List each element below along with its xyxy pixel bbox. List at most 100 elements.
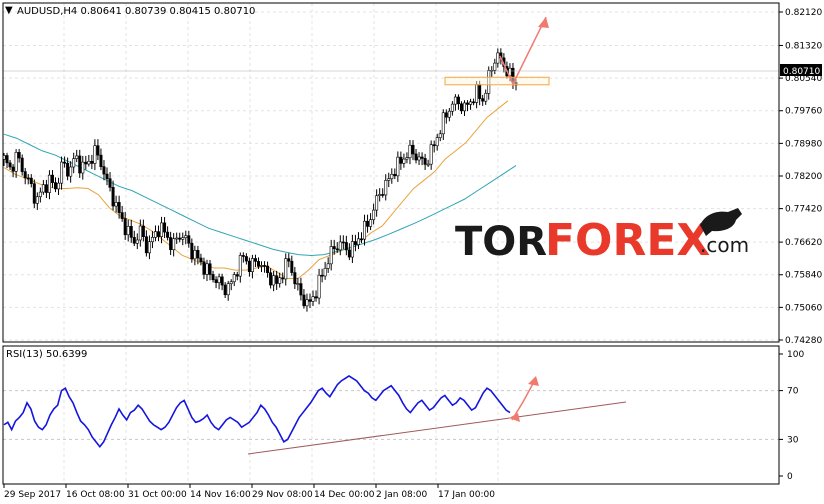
candle-body [135,239,139,244]
candle-body [347,249,351,258]
candle-body [220,276,224,286]
watermark-forex: FOREX [545,215,710,266]
candle-body [429,144,433,165]
candle-body [8,162,12,168]
candle-body [450,103,454,112]
candle-body [390,173,394,180]
candle-body [17,152,21,159]
candle-body [129,226,133,238]
candle-body [87,160,91,165]
candle-body [54,182,58,190]
candle-body [235,274,239,277]
time-tick-label: 2 Jan 08:00 [376,490,428,500]
candle-body [269,272,273,286]
candle-body [353,241,357,245]
candle-body [369,219,373,227]
candle-body [456,96,460,105]
candle-body [199,257,203,263]
candle-body [153,231,157,238]
rsi-axis: 100 70 30 0 [779,350,804,482]
candle-body [57,182,61,190]
candle-body [144,236,148,254]
candle-body [35,196,39,204]
price-tick-label: 0.75840 [785,271,822,281]
price-tick-label: 0.82120 [785,8,822,18]
candle-body [205,263,209,275]
rsi-header: RSI(13) 50.6399 [6,349,87,360]
candle-body [147,241,151,254]
rsi-tick-label: 100 [787,350,804,360]
candle-body [444,112,448,118]
moving-average-fast [3,100,509,279]
candle-body [293,272,297,285]
candle-body [44,184,48,193]
price-axis: 0.82120 0.81320 0.80540 0.79760 0.78980 0.782… [779,8,822,346]
candle-body [478,84,482,99]
candle-body [160,222,164,237]
candle-body [356,238,360,245]
candle-body [338,241,342,251]
candle-body [405,157,409,160]
candle-body [181,237,185,240]
candle-body [344,242,348,251]
candle-body [475,84,479,103]
watermark-tor: TOR [455,219,547,265]
candle-body [387,178,391,181]
dropdown-arrow-icon[interactable]: ▼ [5,5,13,16]
candle-body [120,212,124,219]
price-tick-label: 0.78200 [785,172,822,182]
moving-averages [3,100,517,279]
candle-body [275,275,279,284]
candle-body [311,296,315,302]
candle-body [256,261,260,267]
rsi-tick-label: 70 [787,387,799,397]
rsi-marker-arrow [509,413,520,422]
candle-body [438,133,442,138]
rsi-grid [3,346,779,484]
candle-body [426,163,430,166]
candle-body [399,156,403,164]
forecast-arrow [499,16,547,86]
candle-body [187,235,191,244]
rsi-tick-label: 30 [787,435,799,445]
candle-body [266,265,270,274]
candle-body [317,274,321,299]
candle-body [202,261,206,275]
rsi-trendline [247,401,627,455]
price-tick-label: 0.77420 [785,205,822,215]
candle-body [359,238,363,241]
time-tick-label: 29 Nov 08:00 [252,490,313,500]
candle-body [84,161,88,165]
candle-body [32,183,36,204]
candle-body [99,154,103,167]
price-tick-label: 0.79760 [785,107,822,117]
candle-body [378,194,382,197]
candle-body [314,296,318,299]
candle-body [105,173,109,179]
candle-body [296,283,300,285]
rsi-plot [3,375,627,455]
price-tick-label: 0.80540 [785,74,822,84]
candle-body [172,238,176,251]
forecast-arrow-head [538,17,549,29]
candle-body [332,246,336,250]
candle-body [396,156,400,177]
candle-body [453,96,457,105]
time-tick-label: 14 Dec 00:00 [314,490,375,500]
chart-annotations [3,16,779,86]
candle-body [302,294,306,307]
candle-body [178,237,182,240]
rsi-panel-frame [2,345,780,485]
candle-body [232,274,236,283]
candle-body [481,98,485,102]
candle-body [72,158,76,168]
candle-body [90,160,94,164]
candle-body [217,276,221,283]
time-tick-label: 31 Oct 00:00 [128,490,187,500]
candle-body [96,145,100,156]
candle-body [372,209,376,220]
candle-body [244,256,248,262]
candle-body [393,173,397,177]
candle-body [272,275,276,286]
